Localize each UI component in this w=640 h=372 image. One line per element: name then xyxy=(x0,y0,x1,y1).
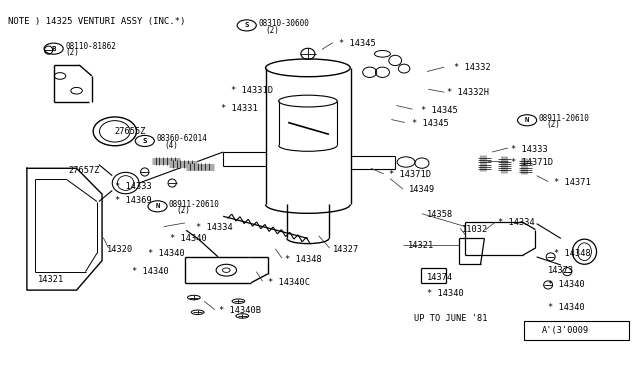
Text: * 14348: * 14348 xyxy=(554,249,591,258)
Text: * 14340: * 14340 xyxy=(148,249,185,258)
Text: (2): (2) xyxy=(546,120,560,129)
Text: (2): (2) xyxy=(177,206,191,215)
Text: * 14332: * 14332 xyxy=(454,63,491,72)
Text: * 14340: * 14340 xyxy=(170,234,207,243)
Text: * 14371: * 14371 xyxy=(554,178,591,187)
Text: * 14333: * 14333 xyxy=(115,182,152,191)
Text: 14373: 14373 xyxy=(548,266,574,275)
Text: * 14371D: * 14371D xyxy=(511,157,553,167)
Text: (2): (2) xyxy=(65,48,79,57)
Text: 08911-20610: 08911-20610 xyxy=(539,113,589,122)
Text: * 14340: * 14340 xyxy=(548,280,585,289)
Text: * 14334: * 14334 xyxy=(499,218,535,227)
Text: * 14340: * 14340 xyxy=(132,267,169,276)
Text: 08310-30600: 08310-30600 xyxy=(258,19,309,28)
Text: * 14371D: * 14371D xyxy=(389,170,431,179)
Text: * 14345: * 14345 xyxy=(339,39,376,48)
Text: 14358: 14358 xyxy=(427,210,453,219)
Text: * 14369: * 14369 xyxy=(115,196,152,205)
Text: A'(3'0009: A'(3'0009 xyxy=(541,326,589,335)
Text: 08360-62014: 08360-62014 xyxy=(156,134,207,143)
Text: * 14333: * 14333 xyxy=(511,145,548,154)
Text: 14349: 14349 xyxy=(409,185,435,194)
Text: NOTE ) 14325 VENTURI ASSY (INC.*): NOTE ) 14325 VENTURI ASSY (INC.*) xyxy=(8,17,185,26)
Text: * 14340: * 14340 xyxy=(548,302,585,312)
Text: * 14340C: * 14340C xyxy=(268,278,310,287)
Text: S: S xyxy=(143,138,147,144)
Text: * 14345: * 14345 xyxy=(420,106,458,115)
Text: * 14348: * 14348 xyxy=(285,254,322,264)
Text: * 14340: * 14340 xyxy=(427,289,464,298)
Text: 14321: 14321 xyxy=(408,241,434,250)
Text: * 14332H: * 14332H xyxy=(447,89,490,97)
Text: * 14334: * 14334 xyxy=(196,223,232,232)
Text: 27655Z: 27655Z xyxy=(115,127,147,136)
Text: 11032: 11032 xyxy=(461,225,488,234)
Text: 14327: 14327 xyxy=(333,245,359,254)
Text: N: N xyxy=(525,117,529,123)
Text: * 14345: * 14345 xyxy=(412,119,449,128)
Text: S: S xyxy=(244,22,249,28)
FancyBboxPatch shape xyxy=(524,321,629,340)
Text: 08110-81862: 08110-81862 xyxy=(65,42,116,51)
Text: 14374: 14374 xyxy=(427,273,453,282)
Text: UP TO JUNE '81: UP TO JUNE '81 xyxy=(414,314,488,323)
Text: B: B xyxy=(51,46,56,52)
Text: * 14331: * 14331 xyxy=(221,104,258,113)
Text: 08911-20610: 08911-20610 xyxy=(169,200,220,209)
Text: * 14331D: * 14331D xyxy=(231,86,273,94)
Text: * 14340B: * 14340B xyxy=(220,306,261,315)
Text: N: N xyxy=(156,203,160,209)
Text: (4): (4) xyxy=(164,141,178,150)
Text: (2): (2) xyxy=(266,26,280,35)
Text: 14321: 14321 xyxy=(38,275,65,283)
Text: 27657Z: 27657Z xyxy=(68,166,100,175)
Text: 14320: 14320 xyxy=(106,245,132,254)
